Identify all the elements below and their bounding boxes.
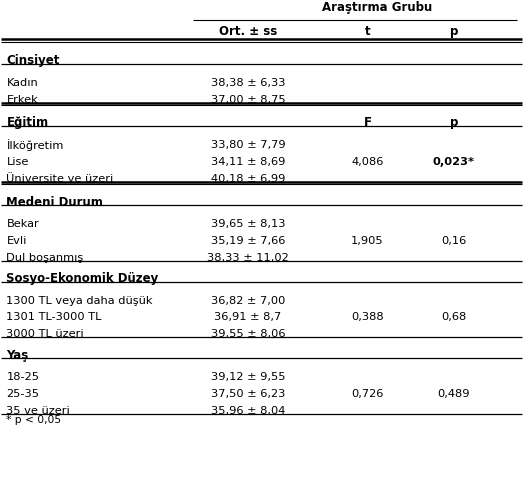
Text: Ort. ± ss: Ort. ± ss: [219, 25, 277, 38]
Text: Evli: Evli: [6, 236, 27, 246]
Text: 36,82 ± 7,00: 36,82 ± 7,00: [211, 296, 285, 305]
Text: t: t: [365, 25, 370, 38]
Text: Medeni Durum: Medeni Durum: [6, 196, 103, 208]
Text: Üniversite ve üzeri: Üniversite ve üzeri: [6, 174, 113, 184]
Text: 1,905: 1,905: [351, 236, 384, 246]
Text: 37,50 ± 6,23: 37,50 ± 6,23: [211, 389, 285, 399]
Text: 4,086: 4,086: [351, 157, 383, 167]
Text: 36,91 ± 8,7: 36,91 ± 8,7: [214, 313, 282, 322]
Text: p: p: [450, 25, 458, 38]
Text: 0,726: 0,726: [351, 389, 383, 399]
Text: 0,489: 0,489: [438, 389, 470, 399]
Text: 25-35: 25-35: [6, 389, 39, 399]
Text: 34,11 ± 8,69: 34,11 ± 8,69: [211, 157, 285, 167]
Text: 40,18 ± 6,99: 40,18 ± 6,99: [211, 174, 285, 184]
Text: Sosyo-Ekonomik Düzey: Sosyo-Ekonomik Düzey: [6, 272, 158, 285]
Text: 39,55 ± 8,06: 39,55 ± 8,06: [211, 329, 286, 339]
Text: 3000 TL üzeri: 3000 TL üzeri: [6, 329, 84, 339]
Text: 38,38 ± 6,33: 38,38 ± 6,33: [211, 78, 286, 88]
Text: 35,96 ± 8,04: 35,96 ± 8,04: [211, 406, 285, 416]
Text: 0,388: 0,388: [351, 313, 384, 322]
Text: Cinsiyet: Cinsiyet: [6, 55, 60, 67]
Text: 39,65 ± 8,13: 39,65 ± 8,13: [211, 219, 286, 229]
Text: 0,023*: 0,023*: [433, 157, 475, 167]
Text: p: p: [450, 116, 458, 130]
Text: Eğitim: Eğitim: [6, 116, 49, 130]
Text: Dul boşanmış: Dul boşanmış: [6, 253, 84, 263]
Text: Erkek: Erkek: [6, 94, 38, 105]
Text: Yaş: Yaş: [6, 349, 29, 362]
Text: * p < 0,05: * p < 0,05: [6, 415, 61, 425]
Text: F: F: [363, 116, 371, 130]
Text: 0,16: 0,16: [441, 236, 467, 246]
Text: 35,19 ± 7,66: 35,19 ± 7,66: [211, 236, 285, 246]
Text: Kadın: Kadın: [6, 78, 38, 88]
Text: 35 ve üzeri: 35 ve üzeri: [6, 406, 70, 416]
Text: 18-25: 18-25: [6, 372, 39, 382]
Text: Araştırma Grubu: Araştırma Grubu: [322, 1, 433, 14]
Text: Lise: Lise: [6, 157, 29, 167]
Text: 1301 TL-3000 TL: 1301 TL-3000 TL: [6, 313, 102, 322]
Text: Bekar: Bekar: [6, 219, 39, 229]
Text: 39,12 ± 9,55: 39,12 ± 9,55: [211, 372, 286, 382]
Text: 1300 TL veya daha düşük: 1300 TL veya daha düşük: [6, 296, 153, 305]
Text: İlköğretim: İlköğretim: [6, 139, 64, 151]
Text: 0,68: 0,68: [441, 313, 467, 322]
Text: 33,80 ± 7,79: 33,80 ± 7,79: [211, 140, 286, 150]
Text: 38,33 ± 11,02: 38,33 ± 11,02: [207, 253, 289, 263]
Text: 37,00 ± 8,75: 37,00 ± 8,75: [211, 94, 286, 105]
